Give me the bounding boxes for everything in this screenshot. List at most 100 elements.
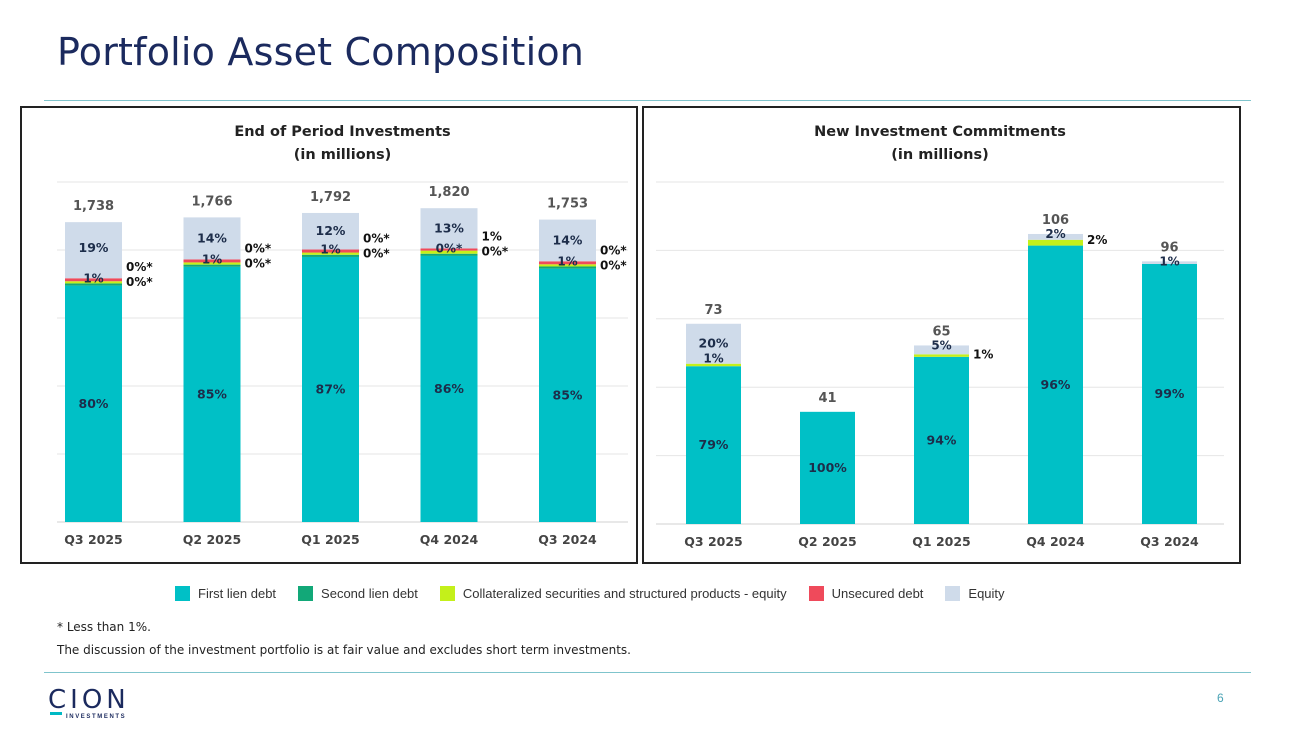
bar-second-lien-3 [420,253,478,256]
bar-first-lien-2 [302,256,359,522]
legend-swatch-unsecured [808,586,824,601]
bar-first-lien-4 [539,268,596,522]
data-label-unsecured: 1% [83,271,103,285]
legend-label-equity: Equity [968,586,1005,601]
data-label-first-lien: 80% [79,396,109,411]
data-label-first-lien: 87% [316,381,346,396]
chart-title: New Investment Commitments [814,124,1066,140]
x-tick-label: Q3 2025 [684,534,742,549]
data-label-second-lien: 0%* [363,247,390,261]
bar-equity-4 [1142,261,1197,264]
bar-first-lien-1 [800,411,855,524]
data-label-clo-equity: 1% [703,352,723,366]
footer-divider [44,672,1251,673]
bar-equity-2 [914,345,969,355]
page-title: Portfolio Asset Composition [57,30,585,74]
data-label-clo-equity: 2% [1087,233,1107,247]
data-label-unsecured: 1% [320,243,340,257]
data-label-clo-equity: 0%* [600,243,627,257]
data-label-first-lien: 99% [1155,386,1185,401]
bar-equity-3 [1028,233,1083,240]
bar-unsecured-4 [539,261,596,265]
bar-clo-equity-3 [1028,239,1083,246]
footnote-less-than: * Less than 1%. [57,620,151,634]
bar-clo-equity-2 [914,354,969,357]
total-label: 1,820 [428,185,469,200]
bar-first-lien-0 [686,366,741,524]
legend-equity: Equity [945,586,1005,601]
bar-first-lien-3 [420,255,478,522]
data-label-second-lien: 0%* [482,245,509,259]
x-tick-label: Q1 2025 [301,532,359,547]
bar-first-lien-3 [1028,245,1083,524]
total-label: 65 [932,324,950,339]
legend-unsecured: Unsecured debt [808,586,924,601]
data-label-second-lien: 0%* [600,258,627,272]
legend-label-clo-equity: Collateralized securities and structured… [462,586,787,601]
x-tick-label: Q4 2024 [420,532,479,547]
bar-equity-0 [686,323,741,364]
legend-label-first-lien: First lien debt [198,586,277,601]
bar-equity-2 [302,212,359,250]
bar-clo-equity-3 [420,250,478,254]
data-label-clo-equity: 1% [973,347,993,361]
total-label: 96 [1160,240,1178,255]
new-commitments-chart-panel: New Investment Commitments (in millions) 7… [642,106,1241,564]
page-number: 6 [1217,691,1224,705]
bar-second-lien-2 [302,254,359,257]
total-label: 1,792 [310,190,351,205]
data-label-equity: 2% [1045,227,1065,241]
data-label-equity: 14% [553,232,583,247]
data-label-first-lien: 100% [808,460,847,475]
data-label-unsecured: 1% [557,254,577,268]
data-label-first-lien: 85% [197,386,227,401]
x-tick-label: Q2 2025 [798,534,856,549]
total-label: 41 [818,391,836,406]
legend-swatch-clo-equity [439,586,455,601]
bar-second-lien-0 [65,283,122,286]
bar-first-lien-1 [183,266,241,522]
end-of-period-chart-panel: End of Period Investments (in millions) 1,… [20,106,638,564]
data-label-equity: 14% [197,230,227,245]
data-label-equity: 20% [699,336,729,351]
data-label-equity: 5% [931,338,951,352]
data-label-second-lien: 0%* [245,256,272,270]
data-label-second-lien: 0%* [126,275,153,289]
data-label-first-lien: 96% [1041,377,1071,392]
x-tick-label: Q2 2025 [183,532,241,547]
logo-subtitle: INVESTMENTS [66,714,127,720]
bar-first-lien-0 [65,285,122,522]
data-label-first-lien: 85% [553,387,583,402]
bar-clo-equity-0 [65,281,122,284]
chart-title: End of Period Investments [234,124,450,140]
bar-first-lien-2 [914,356,969,524]
bar-unsecured-2 [302,249,359,253]
bar-equity-3 [420,208,478,249]
chart-subtitle: (in millions) [891,147,989,163]
data-label-equity: 19% [79,240,109,255]
bar-equity-0 [65,222,122,279]
total-label: 106 [1042,213,1069,228]
bar-clo-equity-0 [686,363,741,367]
bar-equity-4 [539,219,596,262]
data-label-unsecured: 0%* [436,241,463,255]
data-label-equity: 13% [434,220,464,235]
data-label-first-lien: 79% [699,437,729,452]
data-label-clo-equity: 0%* [245,241,272,255]
legend-label-unsecured: Unsecured debt [831,586,924,601]
logo-word: CION [48,685,130,715]
total-label: 1,766 [191,194,232,209]
data-label-equity: 12% [316,223,346,238]
cion-logo: CION INVESTMENTS [48,686,130,720]
legend-label-second-lien: Second lien debt [321,586,418,601]
new-commitments-chart: New Investment Commitments (in millions) 7… [656,124,1224,549]
end-of-period-chart: End of Period Investments (in millions) 1,… [57,124,628,547]
title-divider [44,100,1251,101]
legend-swatch-equity [945,586,961,601]
bar-second-lien-4 [539,266,596,269]
chart-subtitle: (in millions) [294,147,392,163]
total-label: 73 [704,303,722,318]
legend-first-lien: First lien debt [175,586,276,601]
bar-unsecured-0 [65,278,122,282]
legend-swatch-first-lien [175,586,190,601]
